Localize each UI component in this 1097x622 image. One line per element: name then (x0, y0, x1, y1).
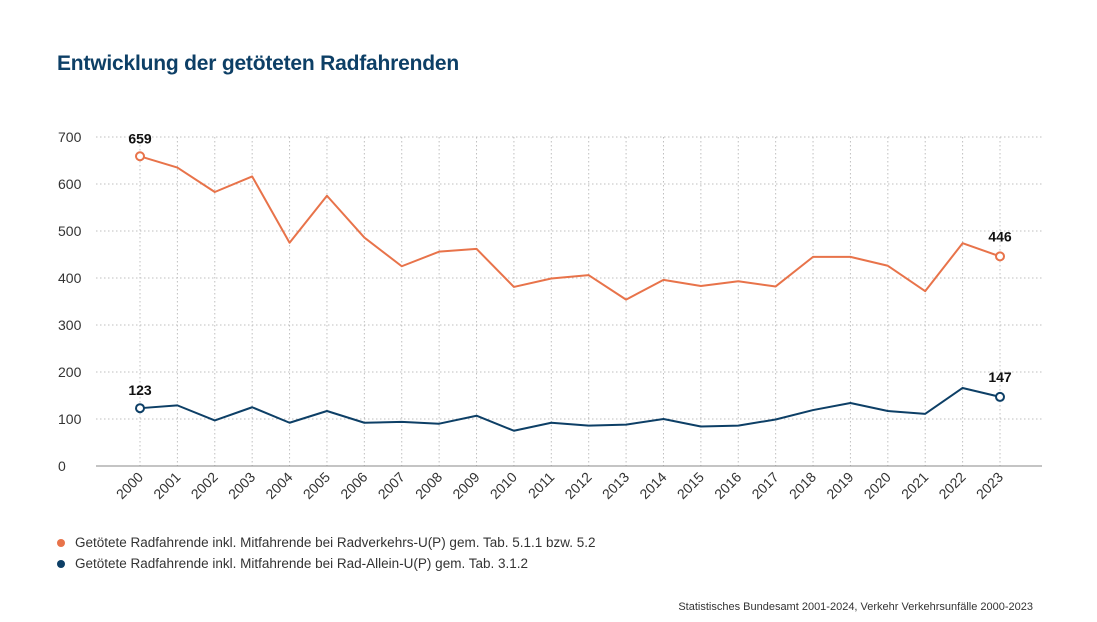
data-label-first: 123 (128, 382, 152, 398)
x-tick-label: 2014 (636, 469, 669, 502)
end-labels: 659 446 123 147 (128, 130, 1012, 398)
y-tick-label: 100 (58, 411, 82, 427)
y-tick-label: 400 (58, 270, 82, 286)
source-note: Statistisches Bundesamt 2001-2024, Verke… (678, 601, 1033, 613)
x-tick-label: 2016 (711, 469, 744, 502)
series-line-1 (139, 155, 1001, 301)
x-tick-label: 2017 (748, 469, 781, 502)
x-tick-label: 2001 (150, 469, 183, 502)
y-tick-label: 200 (58, 364, 82, 380)
data-point-marker (995, 251, 1005, 262)
x-tick-label: 2010 (487, 469, 520, 502)
legend-item-series-1: Getötete Radfahrende inkl. Mitfahrende b… (57, 532, 596, 553)
legend-label-series-1: Getötete Radfahrende inkl. Mitfahrende b… (75, 535, 596, 550)
data-label-last: 147 (988, 369, 1012, 385)
data-label-first: 659 (128, 130, 152, 146)
legend-dot-series-1 (57, 538, 65, 547)
y-axis-ticks: 0 100 200 300 400 500 600 700 (58, 129, 82, 474)
x-tick-label: 2023 (973, 469, 1006, 502)
series-lines (135, 151, 1005, 432)
data-label-last: 446 (988, 228, 1012, 244)
y-tick-label: 500 (58, 223, 82, 239)
series-line-2 (139, 386, 1001, 432)
data-point-marker (995, 391, 1005, 402)
x-tick-label: 2019 (823, 469, 856, 502)
x-tick-label: 2006 (337, 469, 370, 502)
legend: Getötete Radfahrende inkl. Mitfahrende b… (57, 532, 596, 574)
x-axis-ticks: 2000 2001 2002 2003 2004 2005 2006 2007 2008 2009… (113, 469, 1006, 502)
x-tick-label: 2020 (861, 469, 894, 502)
x-tick-label: 2021 (898, 469, 931, 502)
x-tick-label: 2009 (449, 469, 482, 502)
x-tick-label: 2005 (300, 469, 333, 502)
legend-label-series-2: Getötete Radfahrende inkl. Mitfahrende b… (75, 556, 528, 571)
y-tick-label: 0 (58, 458, 66, 474)
legend-item-series-2: Getötete Radfahrende inkl. Mitfahrende b… (57, 553, 596, 574)
x-tick-label: 2015 (674, 469, 707, 502)
x-tick-label: 2004 (262, 469, 295, 502)
grid-lines (96, 136, 1042, 466)
chart-title: Entwicklung der getöteten Radfahrenden (57, 52, 459, 75)
x-tick-label: 2007 (375, 469, 408, 502)
x-tick-label: 2018 (786, 469, 819, 502)
data-point-marker (135, 151, 145, 162)
x-tick-label: 2003 (225, 469, 258, 502)
x-tick-label: 2013 (599, 469, 632, 502)
y-tick-label: 600 (58, 176, 82, 192)
y-tick-label: 700 (58, 129, 82, 145)
x-tick-label: 2008 (412, 469, 445, 502)
x-tick-label: 2022 (935, 469, 968, 502)
x-tick-label: 2000 (113, 469, 146, 502)
x-tick-label: 2012 (561, 469, 594, 502)
legend-dot-series-2 (57, 559, 65, 568)
data-point-marker (135, 403, 145, 414)
x-tick-label: 2002 (188, 469, 221, 502)
y-tick-label: 300 (58, 317, 82, 333)
x-tick-label: 2011 (525, 469, 558, 502)
